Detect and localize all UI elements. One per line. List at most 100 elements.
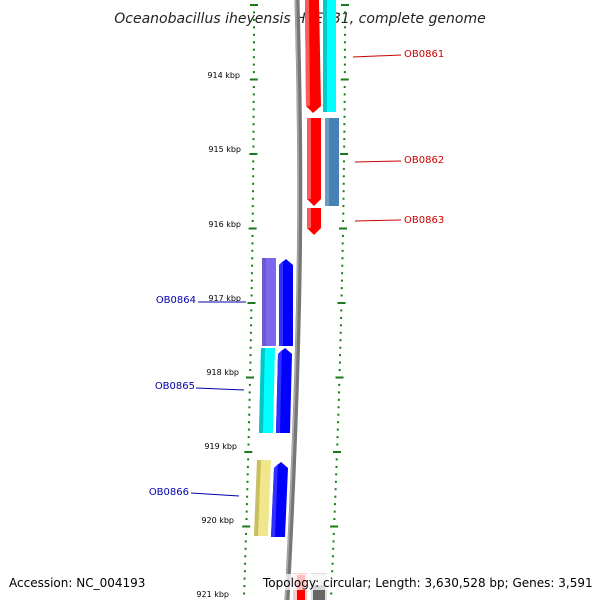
left-ruler-minor-tick (253, 26, 255, 29)
right-ruler-minor-tick (339, 354, 342, 357)
left-ruler-minor-tick (253, 18, 255, 21)
left-ruler-minor-tick (252, 93, 255, 96)
left-ruler-minor-tick (252, 63, 255, 66)
right-ruler-minor-tick (336, 436, 339, 439)
right-ruler-minor-tick (342, 197, 345, 200)
left-ruler-minor-tick (244, 562, 247, 565)
left-ruler-minor-tick (245, 532, 247, 535)
left-ruler-minor-tick (248, 413, 251, 416)
right-ruler-minor-tick (330, 592, 333, 595)
gene-category-bar-ob0861-shade (323, 0, 327, 112)
ruler-labels: 914 kbp 915 kbp 916 kbp 917 kbp 918 kbp … (196, 71, 241, 599)
right-ruler-minor-tick (343, 138, 346, 141)
right-ruler-minor-tick (332, 547, 335, 550)
gene-arrow-ob0866-shade (271, 464, 278, 537)
right-ruler-minor-tick (333, 510, 336, 513)
left-ruler-minor-tick (249, 361, 252, 364)
left-ruler-minor-tick (244, 547, 247, 550)
gene-label-ob0863[interactable]: OB0863 (404, 215, 444, 226)
right-ruler-minor-tick (342, 190, 345, 193)
gene-label-ob0866[interactable]: OB0866 (149, 487, 189, 498)
left-ruler-minor-tick (243, 585, 246, 588)
left-ruler-minor-tick (247, 428, 250, 431)
right-ruler-minor-tick (340, 294, 343, 297)
right-ruler-minor-tick (342, 212, 345, 215)
right-ruler-minor-tick (343, 86, 346, 88)
right-ruler-minor-tick (343, 108, 346, 111)
left-ruler-minor-tick (243, 577, 246, 580)
right-ruler-minor-tick (344, 11, 346, 14)
left-ruler-minor-tick (246, 495, 249, 498)
leader-line-ob0865 (195, 387, 245, 391)
right-ruler-minor-tick (342, 167, 345, 170)
right-ruler-minor-tick (332, 540, 335, 543)
left-ruler-minor-tick (251, 212, 254, 215)
left-ruler-minor-tick (250, 279, 253, 282)
left-ruler-minor-tick (247, 458, 250, 461)
leader-line-ob0866 (190, 492, 240, 497)
gene-arrow-ob0864-shade (279, 261, 283, 346)
right-ruler-minor-tick (334, 503, 336, 506)
right-ruler-major-tick (341, 4, 349, 6)
left-ruler-minor-tick (247, 436, 250, 439)
tick-label-918: 918 kbp (206, 368, 239, 377)
left-ruler-minor-tick (251, 220, 254, 222)
right-ruler-minor-tick (340, 309, 343, 312)
gene-category-bar-ob0866-shade (254, 460, 261, 536)
tick-label-921: 921 kbp (196, 590, 229, 599)
tick-label-919: 919 kbp (204, 442, 237, 451)
right-ruler-minor-tick (334, 488, 337, 491)
left-ruler-minor-tick (250, 287, 253, 290)
left-ruler-minor-tick (250, 316, 253, 319)
accession-text: Accession: NC_004193 (9, 576, 145, 590)
right-ruler-minor-tick (341, 249, 344, 252)
gene-category-bar-ob0862-shade (325, 118, 329, 206)
gene-label-ob0864[interactable]: OB0864 (156, 295, 196, 306)
ruler-ticks (242, 4, 349, 595)
left-ruler-minor-tick (252, 167, 255, 170)
right-ruler-minor-tick (335, 473, 338, 476)
left-ruler-minor-tick (252, 100, 255, 103)
gene-label-ob0861[interactable]: OB0861 (404, 49, 444, 60)
gene-label-ob0865[interactable]: OB0865 (155, 381, 195, 392)
left-ruler-minor-tick (249, 346, 252, 349)
right-ruler-minor-tick (341, 264, 344, 267)
right-ruler-minor-tick (338, 383, 341, 386)
right-ruler-minor-tick (333, 518, 336, 520)
left-ruler-minor-tick (252, 130, 255, 133)
right-ruler-minor-tick (342, 220, 345, 222)
left-ruler-major-tick (249, 153, 258, 155)
left-ruler-minor-tick (246, 473, 249, 476)
gene-label-ob0862[interactable]: OB0862 (404, 155, 444, 166)
topology-text: Topology: circular; Length: 3,630,528 bp… (262, 576, 593, 590)
right-ruler-minor-tick (343, 115, 346, 118)
right-ruler-minor-tick (339, 331, 342, 334)
right-ruler-minor-tick (336, 428, 339, 431)
right-ruler-minor-tick (339, 324, 342, 327)
right-ruler-minor-tick (343, 48, 346, 51)
left-ruler-major-tick (242, 525, 251, 528)
right-ruler-minor-tick (339, 346, 342, 349)
left-ruler-major-tick (250, 4, 258, 6)
leader-line-ob0863 (354, 219, 402, 222)
right-ruler-minor-tick (340, 287, 343, 290)
left-ruler-minor-tick (244, 540, 247, 543)
right-ruler-major-tick (335, 376, 344, 379)
right-ruler-minor-tick (343, 93, 346, 96)
right-ruler-minor-tick (343, 123, 346, 126)
left-ruler-minor-tick (253, 41, 255, 44)
right-ruler-minor-tick (341, 257, 344, 260)
left-ruler-minor-tick (248, 398, 251, 401)
left-ruler-minor-tick (245, 510, 248, 513)
left-ruler-minor-tick (251, 249, 254, 252)
left-ruler-minor-tick (249, 369, 252, 371)
right-ruler-minor-tick (343, 145, 346, 148)
left-ruler-minor-tick (252, 123, 255, 126)
right-ruler-minor-tick (335, 465, 338, 468)
left-ruler-minor-tick (248, 406, 251, 409)
right-ruler-major-tick (340, 78, 349, 81)
gene-arrow-ob0863-shade (307, 208, 311, 228)
gene-category-bar-ob0865-shade (259, 348, 265, 433)
left-ruler-minor-tick (252, 138, 255, 141)
right-ruler-minor-tick (338, 361, 341, 364)
